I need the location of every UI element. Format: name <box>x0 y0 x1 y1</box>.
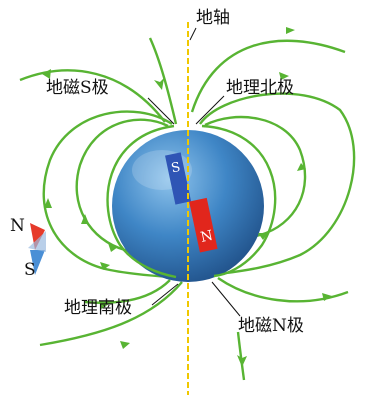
field-line-top-right <box>236 331 246 381</box>
arrow-right-1 <box>279 72 289 80</box>
field-line-top-left <box>148 37 178 125</box>
leader-geographic-north <box>195 95 225 125</box>
bar-magnet-south-label: S <box>170 160 182 177</box>
field-lines-inner <box>106 124 277 279</box>
compass-south-label: S <box>24 260 36 280</box>
arrow-right-2 <box>297 163 306 171</box>
arrow-left-2 <box>81 214 89 224</box>
field-line-left-5 <box>84 279 171 304</box>
label-earth-axis: 地轴 <box>196 8 230 28</box>
field-line-right-4 <box>217 277 349 303</box>
leader-geomagnetic-north <box>211 281 241 317</box>
label-geographic-south-pole: 地理南极 <box>64 298 132 318</box>
field-line-right-1 <box>199 92 356 277</box>
field-line-left-4 <box>39 281 183 347</box>
arrow-left-1 <box>44 198 52 208</box>
arrow-right-5 <box>322 293 332 301</box>
compass-needle <box>28 223 46 275</box>
arrow-right-4 <box>258 233 268 240</box>
arrow-left-6 <box>99 300 109 309</box>
label-geographic-north-pole: 地理北极 <box>226 78 294 98</box>
arrow-left-7 <box>120 341 130 349</box>
arrow-left-4 <box>100 262 110 270</box>
leader-axis <box>189 27 197 41</box>
compass-south-end <box>30 250 45 275</box>
arrow-left-3 <box>108 243 118 252</box>
label-geomagnetic-north-pole: 地磁N极 <box>238 316 304 336</box>
compass-north-label: N <box>10 216 25 236</box>
field-line-inner-right <box>201 124 277 278</box>
field-line-right-3 <box>190 39 346 113</box>
field-arrows <box>42 27 332 367</box>
field-line-left-1 <box>42 110 181 280</box>
field-line-inner-left <box>106 124 177 279</box>
field-line-left-3 <box>19 69 166 123</box>
bar-magnet: S N <box>165 152 218 253</box>
arrow-right-3 <box>286 27 295 34</box>
leader-geomagnetic-south <box>147 97 175 125</box>
field-lines <box>19 37 356 381</box>
arrow-top-right <box>237 355 247 367</box>
bar-magnet-north-label: N <box>199 228 214 246</box>
label-geomagnetic-south-pole: 地磁S极 <box>46 78 109 98</box>
leader-lines <box>147 27 241 317</box>
arrow-left-5 <box>42 69 51 79</box>
bar-magnet-north-pole <box>189 197 218 253</box>
leader-geographic-south <box>151 283 179 306</box>
arrow-top-left <box>154 78 164 90</box>
bar-magnet-south-pole <box>165 152 192 205</box>
